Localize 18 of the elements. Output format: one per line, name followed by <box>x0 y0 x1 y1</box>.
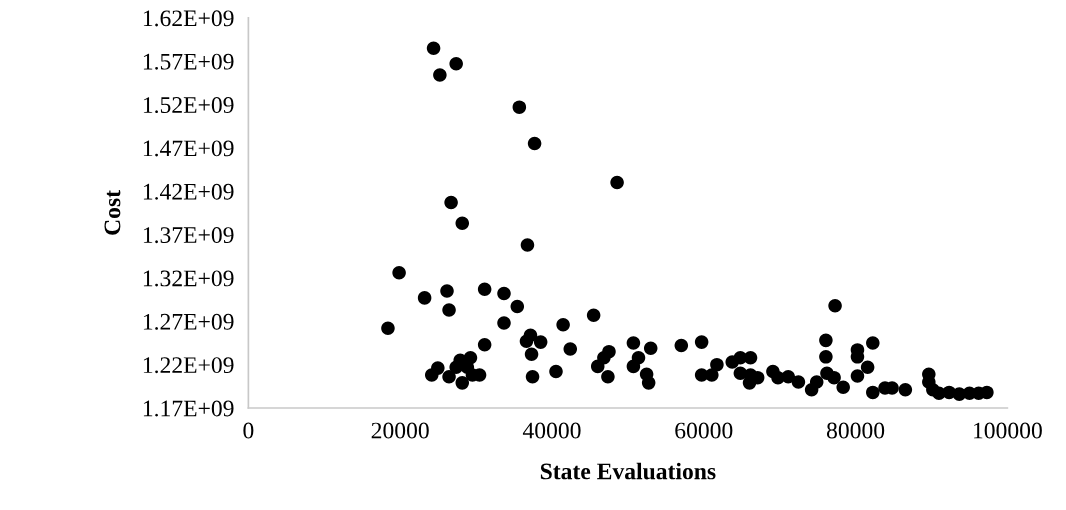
y-tick-label: 1.42E+09 <box>143 183 234 200</box>
y-tick-label: 1.47E+09 <box>143 140 234 157</box>
x-tick-label: 40000 <box>522 422 581 439</box>
y-tick-label: 1.57E+09 <box>143 53 234 70</box>
y-tick-label: 1.17E+09 <box>143 400 234 417</box>
y-tick-label: 1.22E+09 <box>143 357 234 374</box>
y-tick-label: 1.32E+09 <box>143 270 234 287</box>
y-tick-label: 1.27E+09 <box>143 313 234 330</box>
x-tick-label: 20000 <box>371 422 429 439</box>
x-axis-title: State Evaluations <box>540 462 716 480</box>
y-tick-label: 1.37E+09 <box>143 227 234 244</box>
x-tick-label: 60000 <box>675 422 733 439</box>
x-tick-label: 80000 <box>826 422 885 439</box>
y-axis-title: Cost <box>104 190 121 235</box>
y-tick-label: 1.52E+09 <box>143 97 234 114</box>
y-tick-label: 1.62E+09 <box>143 10 234 27</box>
x-tick-label: 0 <box>243 422 254 439</box>
x-tick-label: 100000 <box>974 422 1042 439</box>
